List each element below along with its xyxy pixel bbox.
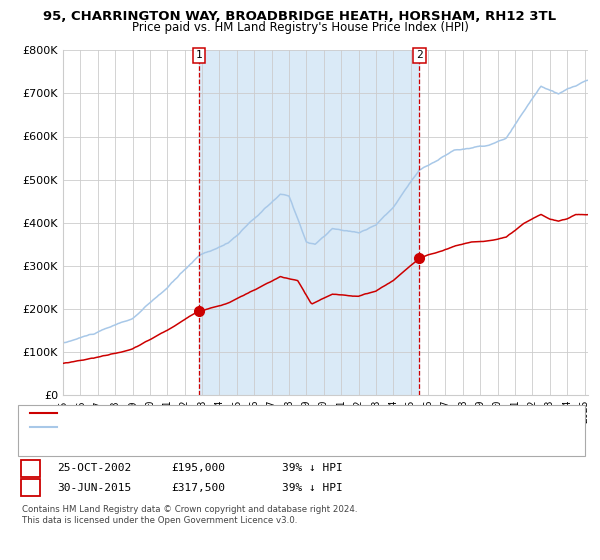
- Text: 39% ↓ HPI: 39% ↓ HPI: [282, 463, 343, 473]
- Text: £317,500: £317,500: [171, 483, 225, 493]
- Text: 95, CHARRINGTON WAY, BROADBRIDGE HEATH, HORSHAM, RH12 3TL (detached house): 95, CHARRINGTON WAY, BROADBRIDGE HEATH, …: [60, 408, 490, 418]
- Text: 95, CHARRINGTON WAY, BROADBRIDGE HEATH, HORSHAM, RH12 3TL: 95, CHARRINGTON WAY, BROADBRIDGE HEATH, …: [43, 10, 557, 23]
- Text: 2: 2: [416, 50, 423, 60]
- Text: 2: 2: [27, 483, 34, 493]
- Text: Contains HM Land Registry data © Crown copyright and database right 2024.
This d: Contains HM Land Registry data © Crown c…: [22, 505, 358, 525]
- Text: Price paid vs. HM Land Registry's House Price Index (HPI): Price paid vs. HM Land Registry's House …: [131, 21, 469, 34]
- Text: 1: 1: [196, 50, 202, 60]
- Text: 30-JUN-2015: 30-JUN-2015: [57, 483, 131, 493]
- Text: 39% ↓ HPI: 39% ↓ HPI: [282, 483, 343, 493]
- Bar: [199, 50, 419, 395]
- Text: 1: 1: [27, 463, 34, 473]
- Text: 25-OCT-2002: 25-OCT-2002: [57, 463, 131, 473]
- Text: £195,000: £195,000: [171, 463, 225, 473]
- Text: HPI: Average price, detached house, Horsham: HPI: Average price, detached house, Hors…: [60, 422, 285, 432]
